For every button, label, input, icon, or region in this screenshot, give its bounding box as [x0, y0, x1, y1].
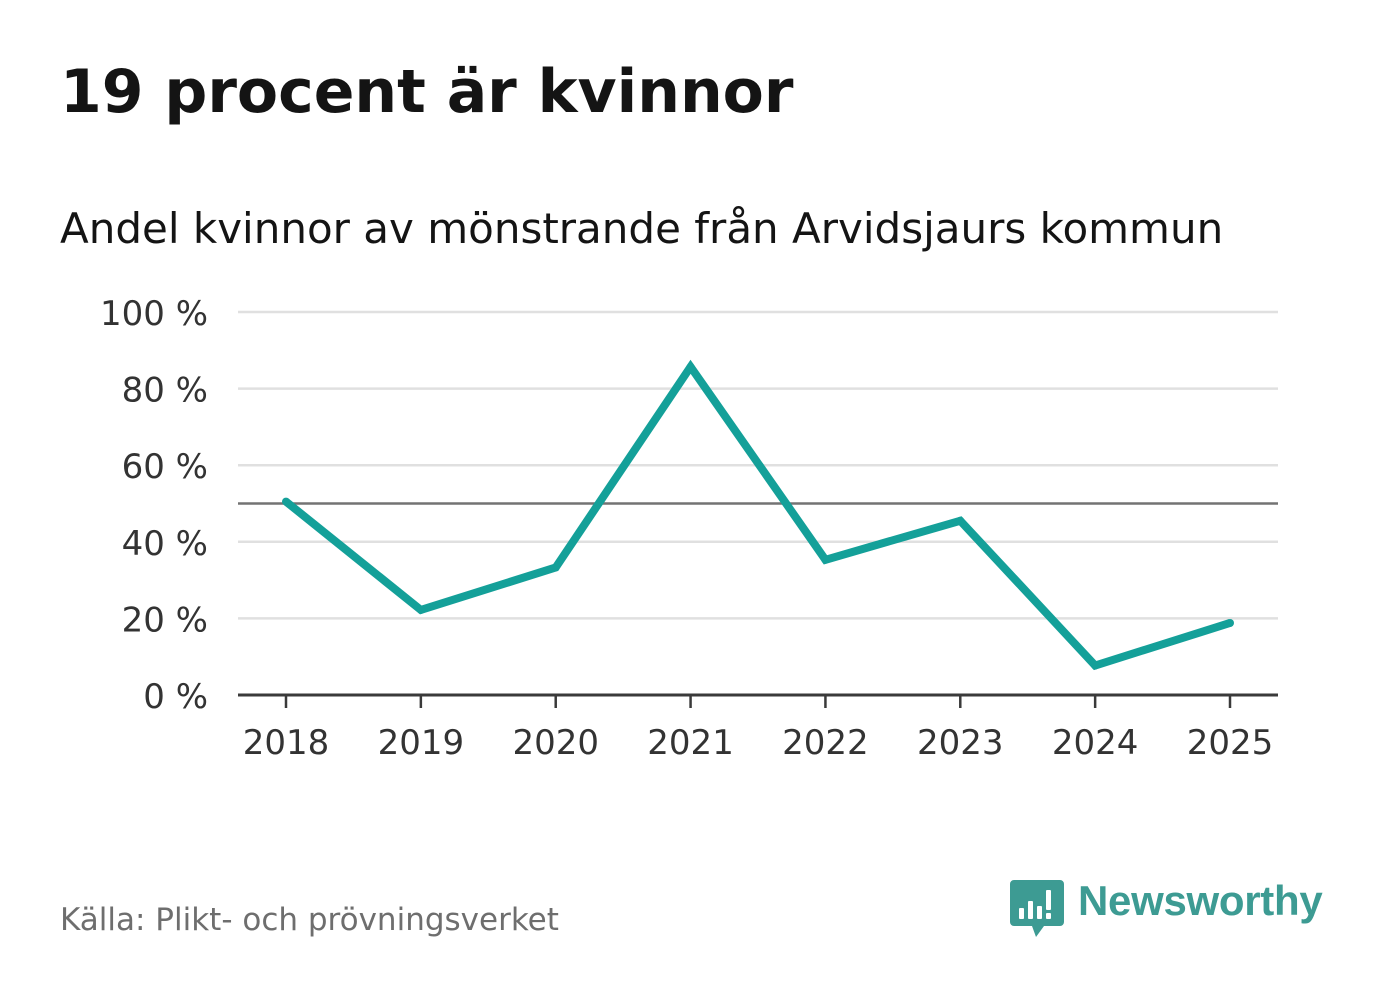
data-point — [956, 516, 965, 525]
newsworthy-wordmark: Newsworthy — [1078, 877, 1323, 924]
x-tick-label: 2019 — [378, 723, 465, 763]
y-tick-label: 100 % — [100, 294, 208, 334]
x-tick-label: 2021 — [647, 723, 734, 763]
y-tick-label: 20 % — [122, 600, 208, 640]
y-tick-label: 80 % — [122, 371, 208, 411]
data-point — [1091, 661, 1100, 670]
source-note: Källa: Plikt- och prövningsverket — [60, 902, 559, 938]
newsworthy-logo-icon — [1010, 880, 1064, 937]
data-point — [282, 497, 290, 506]
x-axis-ticks: 2018 2019 2020 2021 2022 2023 2024 2025 — [243, 695, 1274, 763]
y-tick-label: 40 % — [122, 524, 208, 564]
data-point — [1226, 618, 1234, 627]
x-tick-label: 2018 — [243, 723, 330, 763]
data-point — [686, 362, 695, 371]
data-point — [551, 563, 560, 572]
data-point — [821, 555, 830, 564]
x-tick-label: 2020 — [512, 723, 599, 763]
y-axis-ticks: 0 % 20 % 40 % 60 % 80 % 100 % — [100, 294, 208, 717]
chart-title: 19 procent är kvinnor — [60, 57, 794, 127]
x-tick-label: 2022 — [782, 723, 869, 763]
y-tick-label: 0 % — [143, 677, 208, 717]
chart-subtitle: Andel kvinnor av mönstrande från Arvidsj… — [60, 204, 1224, 253]
newsworthy-logo: Newsworthy — [1010, 877, 1323, 940]
x-tick-label: 2025 — [1187, 723, 1274, 763]
series-group — [282, 359, 1234, 671]
series-line — [283, 359, 1232, 671]
y-tick-label: 60 % — [122, 447, 208, 487]
x-tick-label: 2023 — [917, 723, 1004, 763]
x-tick-label: 2024 — [1052, 723, 1139, 763]
data-point — [416, 605, 425, 614]
